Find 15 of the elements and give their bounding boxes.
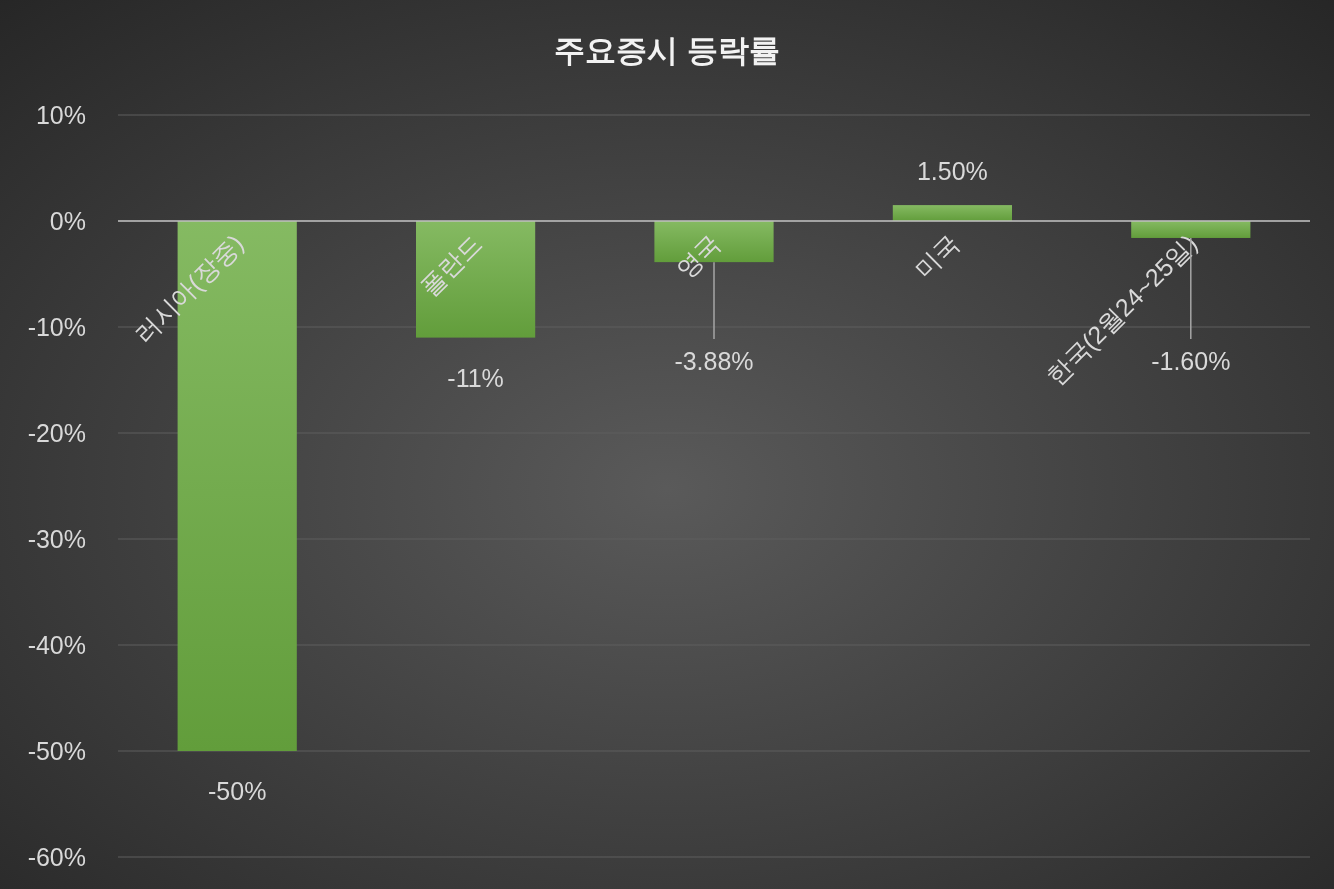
x-tick-label: 영국 bbox=[670, 228, 726, 284]
y-tick-label: -60% bbox=[27, 843, 86, 871]
y-tick-label: -40% bbox=[27, 631, 86, 659]
y-tick-label: -30% bbox=[27, 525, 86, 553]
y-tick-label: -20% bbox=[27, 419, 86, 447]
y-tick-label: 10% bbox=[35, 101, 86, 129]
data-label: 1.50% bbox=[916, 157, 988, 186]
data-label: -3.88% bbox=[674, 347, 754, 375]
y-tick-label: 0% bbox=[49, 207, 86, 235]
chart-title: 주요증시 등락률 bbox=[554, 32, 780, 68]
x-tick-label: 미국 bbox=[908, 228, 964, 284]
y-tick-label: -50% bbox=[27, 737, 86, 765]
y-tick-label: -10% bbox=[27, 313, 86, 341]
data-label: -50% bbox=[208, 777, 267, 805]
data-label: -11% bbox=[447, 363, 504, 392]
